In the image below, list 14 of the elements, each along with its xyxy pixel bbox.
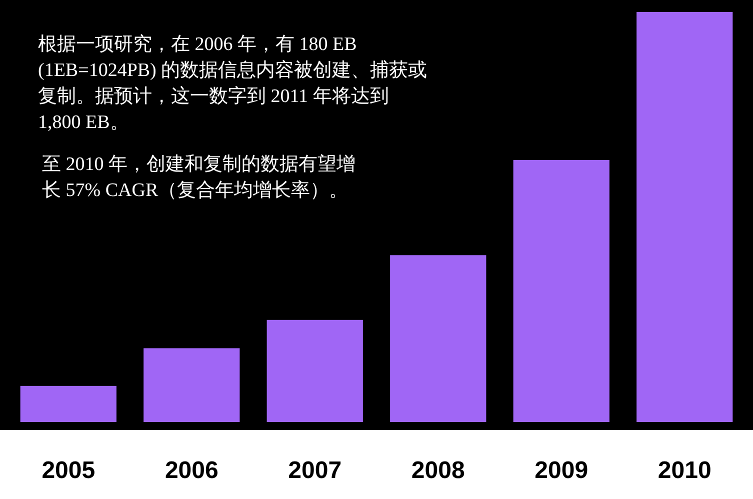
bar [636,12,733,422]
bar [513,160,610,422]
annotation: 至 2010 年，创建和复制的数据有望增长 57% CAGR（复合年均增长率）。 [42,154,356,201]
bar [20,386,116,422]
x-tick-label: 2009 [534,457,588,484]
bar [144,348,240,422]
annotation: 根据一项研究，在 2006 年，有 180 EB (1EB=1024PB) 的数据信息内容被创建、捕获或复制。据预计，这一数字到 2011 年将达到 1,800 EB。 [38,33,428,133]
bar [390,255,486,422]
x-tick-label: 2007 [288,457,342,484]
x-tick-label: 2006 [164,457,218,484]
bar [266,320,363,422]
x-tick-label: 2010 [658,457,712,484]
x-tick-label: 2008 [411,457,465,484]
x-tick-label: 2005 [42,457,96,484]
